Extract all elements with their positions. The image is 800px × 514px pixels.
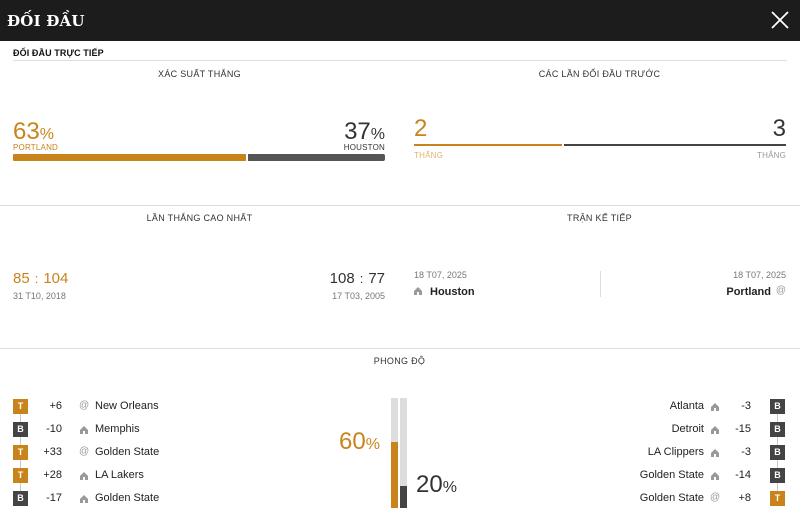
form-left-gauge-fill <box>391 442 398 508</box>
page-title: ĐỐI ĐẦU <box>7 12 85 30</box>
home-icon <box>80 495 88 503</box>
point-diff: -3 <box>741 400 751 412</box>
result-badge: B <box>770 445 785 460</box>
opponent-name: Detroit <box>671 423 704 435</box>
point-diff: -15 <box>735 423 751 435</box>
win-prob-left-bar <box>13 154 246 161</box>
connector-line <box>777 437 778 445</box>
section-heading: ĐỐI ĐẦU TRỰC TIẾP <box>13 48 104 58</box>
divider <box>600 271 601 297</box>
home-icon <box>711 426 719 434</box>
divider <box>0 348 800 349</box>
win-prob-right-team: HOUSTON <box>343 143 385 152</box>
home-icon <box>711 449 719 457</box>
point-diff: -10 <box>46 423 62 435</box>
next-match-right-team: Portland <box>726 286 771 298</box>
form-right-gauge-fill <box>400 486 407 508</box>
home-icon <box>414 287 422 295</box>
previous-right-bar <box>564 144 786 146</box>
point-diff: -14 <box>735 469 751 481</box>
home-icon <box>711 472 719 480</box>
win-prob-left-value: 63% <box>13 118 54 145</box>
result-badge: T <box>13 399 28 414</box>
biggest-win-right-date: 17 T03, 2005 <box>332 291 385 301</box>
opponent-name: LA Clippers <box>647 446 704 458</box>
result-badge: B <box>13 422 28 437</box>
home-icon <box>80 472 88 480</box>
next-match-left-date: 18 T07, 2025 <box>414 270 467 280</box>
point-diff: +8 <box>738 492 751 504</box>
opponent-name: LA Lakers <box>95 469 144 481</box>
result-badge: T <box>770 491 785 506</box>
divider <box>13 60 787 61</box>
win-prob-right-value: 37% <box>344 118 385 145</box>
next-match-right-date: 18 T07, 2025 <box>733 270 786 280</box>
result-badge: B <box>13 491 28 506</box>
form-right-pct: 20% <box>416 471 457 498</box>
point-diff: -17 <box>46 492 62 504</box>
close-icon[interactable] <box>768 8 792 32</box>
result-badge: B <box>770 422 785 437</box>
win-prob-right-bar <box>248 154 385 161</box>
biggest-win-right-score: 108:77 <box>329 270 385 287</box>
result-badge: T <box>13 468 28 483</box>
biggest-win-label: LẦN THẮNG CAO NHẤT <box>146 213 253 223</box>
form-label: PHONG ĐỘ <box>373 356 426 366</box>
connector-line <box>777 483 778 491</box>
biggest-win-left-date: 31 T10, 2018 <box>13 291 66 301</box>
connector-line <box>777 460 778 468</box>
away-icon: @ <box>710 492 721 503</box>
connector-line <box>20 414 21 422</box>
opponent-name: Golden State <box>95 492 160 504</box>
home-icon <box>711 403 719 411</box>
opponent-name: Memphis <box>95 423 140 435</box>
away-icon: @ <box>775 285 786 296</box>
form-right-gauge <box>400 398 407 508</box>
point-diff: +6 <box>49 400 62 412</box>
result-badge: B <box>770 468 785 483</box>
away-icon: @ <box>79 400 90 411</box>
point-diff: +28 <box>43 469 62 481</box>
away-icon: @ <box>79 446 90 457</box>
result-badge: B <box>770 399 785 414</box>
win-prob-label: XÁC SUẤT THẮNG <box>158 69 241 79</box>
point-diff: -3 <box>741 446 751 458</box>
point-diff: +33 <box>43 446 62 458</box>
connector-line <box>777 414 778 422</box>
previous-left-bar <box>414 144 562 146</box>
connector-line <box>20 437 21 445</box>
opponent-name: Golden State <box>95 446 160 458</box>
header-bar: ĐỐI ĐẦU <box>0 0 800 41</box>
next-match-label: TRẬN KẾ TIẾP <box>567 213 632 223</box>
previous-left-caption: THẮNG <box>414 151 443 160</box>
next-match-left-team: Houston <box>430 286 475 298</box>
win-prob-left-team: PORTLAND <box>13 143 59 152</box>
result-badge: T <box>13 445 28 460</box>
opponent-name: Atlanta <box>669 400 704 412</box>
opponent-name: New Orleans <box>95 400 159 412</box>
home-icon <box>80 426 88 434</box>
opponent-name: Golden State <box>639 492 704 504</box>
previous-right-caption: THẮNG <box>757 151 786 160</box>
previous-right-value: 3 <box>772 115 786 142</box>
divider <box>0 205 800 206</box>
connector-line <box>20 483 21 491</box>
previous-label: CÁC LẦN ĐỐI ĐẦU TRƯỚC <box>538 69 661 79</box>
form-left-gauge <box>391 398 398 508</box>
form-left-pct: 60% <box>339 428 380 455</box>
previous-left-value: 2 <box>414 115 428 142</box>
connector-line <box>20 460 21 468</box>
opponent-name: Golden State <box>639 469 704 481</box>
biggest-win-left-score: 85:104 <box>13 270 69 287</box>
